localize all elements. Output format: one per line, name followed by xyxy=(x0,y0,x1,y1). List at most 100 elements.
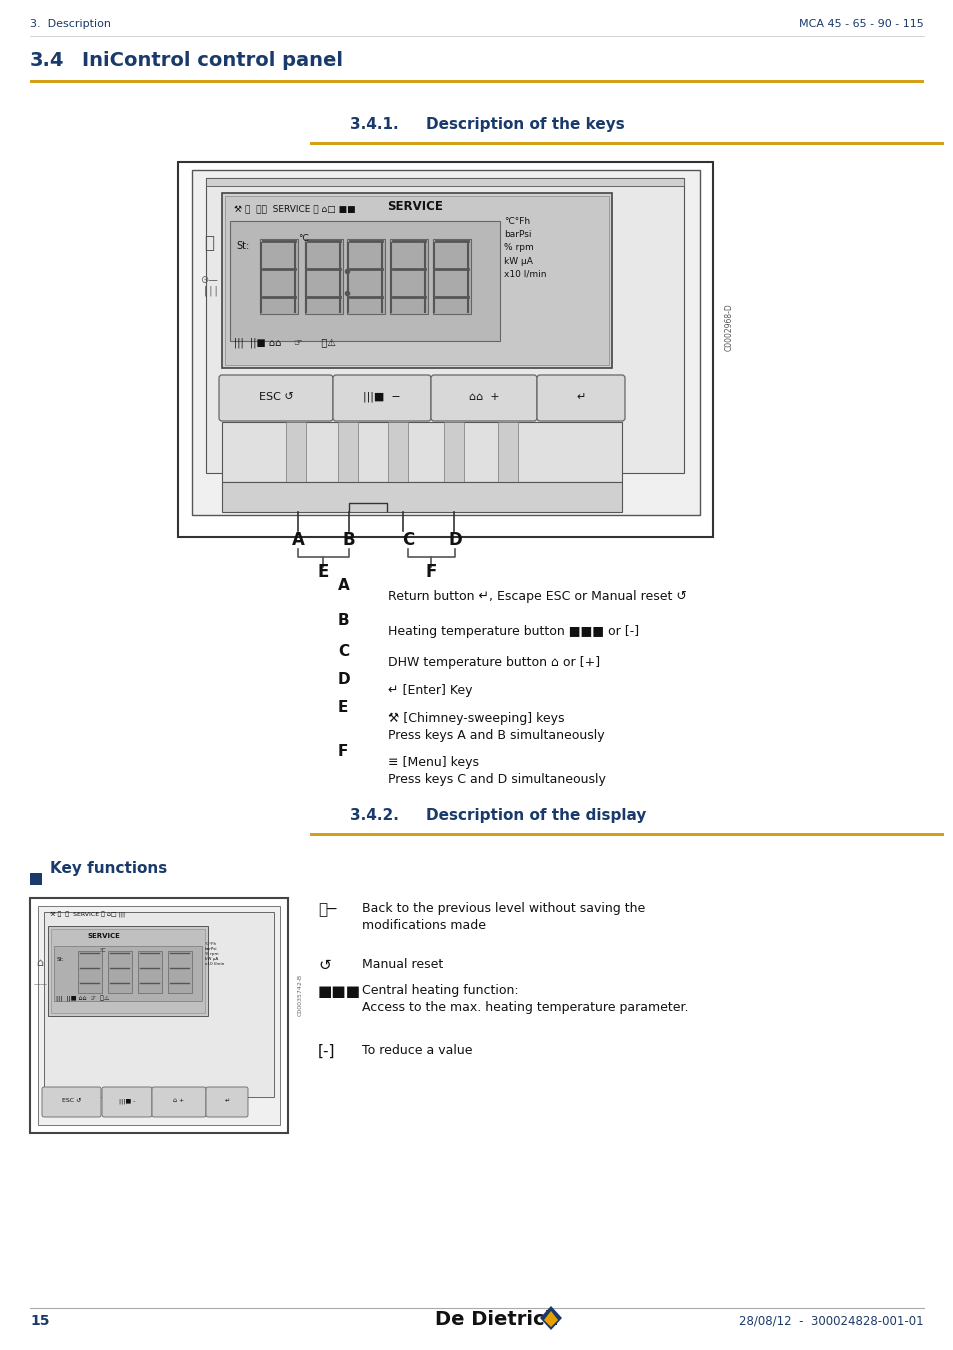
Text: °C°Fh
barPsi
% rpm
kW μA
x10 l/min: °C°Fh barPsi % rpm kW μA x10 l/min xyxy=(503,217,546,279)
Text: |||  ||■ ⌂⌂  ☞  ⓘ⚠: ||| ||■ ⌂⌂ ☞ ⓘ⚠ xyxy=(56,995,110,1002)
Text: C00035742-B: C00035742-B xyxy=(297,973,302,1017)
Text: D: D xyxy=(337,672,351,687)
Bar xyxy=(54,946,202,1000)
Bar xyxy=(44,913,274,1098)
Text: Key functions: Key functions xyxy=(50,861,167,876)
Text: F: F xyxy=(337,744,348,759)
Text: 3.4.2.: 3.4.2. xyxy=(350,809,398,824)
Bar xyxy=(168,950,192,994)
Text: 3.  Description: 3. Description xyxy=(30,19,111,28)
Text: ESC ↺: ESC ↺ xyxy=(62,1099,81,1103)
Bar xyxy=(305,239,343,315)
Text: ⊙—: ⊙— xyxy=(200,275,217,285)
Text: IniControl control panel: IniControl control panel xyxy=(82,51,343,70)
Text: |||■ -: |||■ - xyxy=(118,1099,135,1104)
Bar xyxy=(433,239,471,315)
Text: To reduce a value: To reduce a value xyxy=(361,1044,472,1057)
FancyBboxPatch shape xyxy=(219,375,333,421)
Bar xyxy=(206,178,683,186)
Bar xyxy=(310,142,943,144)
Bar xyxy=(388,423,408,482)
FancyBboxPatch shape xyxy=(152,1087,206,1116)
Polygon shape xyxy=(539,1305,561,1330)
Bar xyxy=(443,423,463,482)
Text: ↵: ↵ xyxy=(224,1099,230,1103)
Text: Return button ↵, Escape ESC or Manual reset ↺: Return button ↵, Escape ESC or Manual re… xyxy=(388,590,686,603)
Text: ↵ [Enter] Key: ↵ [Enter] Key xyxy=(388,684,472,697)
Text: 3.4.1.: 3.4.1. xyxy=(350,117,398,132)
Bar xyxy=(286,423,306,482)
Bar xyxy=(260,239,297,315)
Text: 15: 15 xyxy=(30,1314,50,1328)
FancyBboxPatch shape xyxy=(431,375,537,421)
Bar xyxy=(337,423,357,482)
Text: A: A xyxy=(337,578,350,593)
Bar xyxy=(347,239,385,315)
Text: °C°Fh
barPsi
% rpm
kW μA
x10 l/min: °C°Fh barPsi % rpm kW μA x10 l/min xyxy=(205,942,224,965)
Bar xyxy=(497,423,517,482)
Text: °C: °C xyxy=(100,948,107,953)
Text: ≡ [Menu] keys
Press keys C and D simultaneously: ≡ [Menu] keys Press keys C and D simulta… xyxy=(388,756,605,786)
Text: ■■■: ■■■ xyxy=(317,984,361,999)
Text: E: E xyxy=(337,701,348,716)
Bar xyxy=(225,196,608,364)
Text: 3.4: 3.4 xyxy=(30,51,65,70)
Text: ⚒ [Chimney-sweeping] keys
Press keys A and B simultaneously: ⚒ [Chimney-sweeping] keys Press keys A a… xyxy=(388,711,604,743)
Text: E: E xyxy=(317,563,329,580)
Text: | | |: | | | xyxy=(204,285,217,296)
Text: ——: —— xyxy=(34,981,48,987)
Bar xyxy=(38,906,280,1125)
Text: MCA 45 - 65 - 90 - 115: MCA 45 - 65 - 90 - 115 xyxy=(799,19,923,28)
Text: ⌂⌂  +: ⌂⌂ + xyxy=(468,392,498,402)
FancyBboxPatch shape xyxy=(537,375,624,421)
Bar xyxy=(390,239,428,315)
FancyBboxPatch shape xyxy=(42,1087,101,1116)
Text: DHW temperature button ⌂ or [+]: DHW temperature button ⌂ or [+] xyxy=(388,656,599,670)
Bar xyxy=(48,926,208,1017)
Text: 🔥: 🔥 xyxy=(204,234,213,252)
Text: C: C xyxy=(337,644,349,659)
Text: |||  ||■ ⌂⌂    ☞      ⓘ⚠: ||| ||■ ⌂⌂ ☞ ⓘ⚠ xyxy=(233,338,335,348)
Text: ↺: ↺ xyxy=(317,958,331,973)
FancyBboxPatch shape xyxy=(102,1087,152,1116)
Bar xyxy=(230,221,499,342)
Text: ESC ↺: ESC ↺ xyxy=(258,392,294,402)
Bar xyxy=(222,482,621,512)
Bar xyxy=(138,950,162,994)
Text: ⚒ ⓘ  ⛔⛔  SERVICE ⏱ ⌂□ ■■: ⚒ ⓘ ⛔⛔ SERVICE ⏱ ⌂□ ■■ xyxy=(233,204,355,213)
Text: St:: St: xyxy=(57,957,65,963)
Text: ⌂: ⌂ xyxy=(36,958,43,968)
Text: D: D xyxy=(448,531,461,549)
Text: F: F xyxy=(425,563,436,580)
Bar xyxy=(310,833,943,836)
Text: Back to the previous level without saving the
modifications made: Back to the previous level without savin… xyxy=(361,902,644,932)
Text: Description of the keys: Description of the keys xyxy=(426,117,624,132)
FancyBboxPatch shape xyxy=(206,1087,248,1116)
Bar xyxy=(30,873,42,886)
Polygon shape xyxy=(543,1311,558,1327)
Text: Manual reset: Manual reset xyxy=(361,958,443,971)
Text: SERVICE: SERVICE xyxy=(387,200,442,213)
Text: St:: St: xyxy=(235,242,249,251)
Bar xyxy=(51,929,205,1012)
Text: B: B xyxy=(342,531,355,549)
Text: 28/08/12  -  300024828-001-01: 28/08/12 - 300024828-001-01 xyxy=(739,1315,923,1328)
Text: Central heating function:
Access to the max. heating temperature parameter.: Central heating function: Access to the … xyxy=(361,984,688,1014)
Text: C0002968-D: C0002968-D xyxy=(723,304,733,351)
Bar xyxy=(30,80,923,82)
Text: ⚒ ⓘ  ⛔  SERVICE ⏱ ⌂□ |||: ⚒ ⓘ ⛔ SERVICE ⏱ ⌂□ ||| xyxy=(50,913,125,918)
FancyBboxPatch shape xyxy=(333,375,431,421)
Bar xyxy=(30,898,288,1133)
Text: |||■  −: |||■ − xyxy=(363,392,400,402)
Text: A: A xyxy=(292,531,304,549)
Bar xyxy=(222,423,621,482)
Bar xyxy=(178,162,712,537)
Bar xyxy=(222,193,612,369)
Text: C: C xyxy=(401,531,414,549)
Bar xyxy=(108,950,132,994)
Text: ↵: ↵ xyxy=(576,392,585,402)
Text: Heating temperature button ■■■ or [-]: Heating temperature button ■■■ or [-] xyxy=(388,625,639,639)
Bar xyxy=(206,178,683,472)
Bar xyxy=(78,950,102,994)
Text: Description of the display: Description of the display xyxy=(426,809,646,824)
